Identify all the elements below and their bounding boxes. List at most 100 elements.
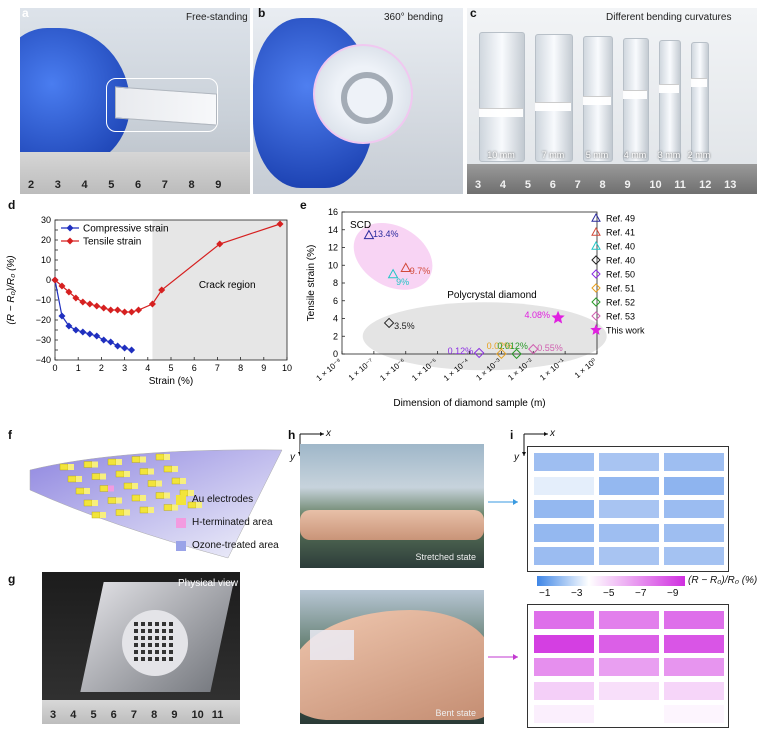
electrode-dot (141, 650, 145, 654)
ruler-tick-label: 3 (50, 709, 57, 721)
electrode-dot (169, 643, 173, 647)
au-electrode (107, 458, 117, 466)
x-tick-label: 0 (52, 363, 57, 373)
x-tick-label: 10 (282, 363, 292, 373)
au-electrode (100, 473, 106, 480)
y-tick-label: 0 (333, 349, 338, 359)
ruler-a: 2 3 4 5 6 7 8 9 (20, 152, 250, 194)
au-electrode (156, 480, 162, 487)
electrode-dot (162, 657, 166, 661)
electrode-dot (134, 629, 138, 633)
heatmap-cell (534, 453, 594, 471)
panel-c-photo: 10 mm 7 mm 5 mm 4 mm 3 mm 2 mm 3 4 5 6 7 8 9 10 11 12 1… (467, 8, 757, 194)
data-point (86, 300, 94, 308)
x-tick-label: 1 × 10⁻⁶ (378, 357, 407, 383)
electrode-dot (134, 636, 138, 640)
heatmap-cell (664, 500, 724, 518)
data-point (128, 308, 136, 316)
y-tick-label: 20 (41, 235, 51, 245)
electrode-dot (141, 629, 145, 633)
ruler-tick-label: 5 (90, 709, 97, 721)
heatmap-cell (534, 634, 594, 653)
panel-a-caption: Free-standing (186, 12, 248, 23)
x-tick-label: 5 (168, 363, 173, 373)
heatmap-cell (599, 453, 659, 471)
y-tick-label: −40 (36, 355, 51, 365)
au-electrode (140, 495, 146, 501)
bending-circle (313, 44, 413, 144)
au-electrode (188, 490, 194, 496)
au-electrode (164, 454, 170, 460)
h-axis-y: y (290, 452, 295, 463)
data-point (528, 343, 539, 355)
data-point (591, 311, 601, 321)
au-electrode (155, 453, 165, 461)
i-axis-y: y (514, 452, 519, 463)
panel-g-photo: 3 4 5 6 7 8 9 10 11 (42, 572, 240, 724)
point-label: 3.5% (394, 321, 415, 331)
point-label: 4.08% (525, 310, 551, 320)
au-electrode (68, 464, 74, 470)
panel-h-label: h (288, 428, 296, 442)
electrode-dot (155, 629, 159, 633)
heatmap-cell (599, 611, 659, 629)
chart-e: 0 2 4 6 8 10 12 14 16 1 × 10⁻⁸ 1 × 10⁻⁷ 1 × 10⁻⁶ 1 ×… (306, 207, 645, 409)
ruler-c: 3 4 5 6 7 8 9 10 11 12 13 (467, 164, 757, 194)
ruler-tick-label: 6 (135, 179, 142, 191)
y-tick-label: −20 (36, 315, 51, 325)
tube-label: 4 mm (623, 150, 647, 160)
au-electrode (147, 480, 157, 487)
heatmap-cell (664, 453, 724, 471)
point-label: 13.4% (373, 229, 399, 239)
legend-label: Ref. 53 (606, 312, 635, 322)
ruler-tick-label: 11 (211, 709, 224, 721)
data-point (383, 317, 395, 329)
data-point (158, 286, 166, 294)
au-electrode (107, 497, 117, 504)
colorbar-tick-label: −3 (571, 588, 583, 599)
legend-label: Ref. 51 (606, 284, 635, 294)
data-point (496, 348, 507, 360)
glass-tube (623, 38, 649, 162)
ruler-tick-label: 4 (81, 179, 88, 191)
data-point (107, 306, 115, 314)
scd-label: SCD (350, 220, 371, 231)
scd-region (353, 222, 433, 290)
x-axis-label: Strain (%) (149, 376, 193, 387)
ruler-tick-label: 7 (130, 709, 137, 721)
panel-a-photo: 2 3 4 5 6 7 8 9 (20, 8, 250, 194)
ruler-tick-label: 5 (108, 179, 115, 191)
data-point (591, 283, 601, 293)
x-tick-label: 7 (215, 363, 220, 373)
y-tick-label: 12 (328, 243, 338, 253)
legend-marker (66, 224, 74, 232)
au-electrode (75, 487, 85, 495)
data-point (128, 346, 136, 354)
au-electrode (172, 504, 178, 511)
heatmap-cell (599, 523, 659, 542)
electrode-dot (148, 643, 152, 647)
legend-label: Ref. 49 (606, 214, 635, 224)
highlight-frame (106, 78, 218, 132)
panel-f-label: f (8, 428, 12, 442)
data-point (100, 304, 108, 312)
data-point (591, 255, 601, 265)
colorbar (537, 576, 685, 586)
i-axis-x: x (550, 428, 555, 439)
heatmap-cell (534, 500, 594, 518)
au-electrode (196, 502, 202, 508)
data-point (363, 229, 375, 240)
film-wrap (583, 96, 611, 105)
data-point (93, 332, 101, 340)
data-point (591, 297, 601, 307)
data-point (86, 330, 94, 338)
panel-c-label: c (470, 6, 477, 20)
au-electrode (148, 468, 154, 475)
au-electrode (139, 468, 149, 475)
au-electrode (132, 483, 138, 489)
data-point (135, 306, 143, 314)
legend-label: Au electrodes (192, 494, 254, 505)
ruler-tick-label: 6 (549, 179, 556, 191)
electrode-dot (155, 657, 159, 661)
heatmap-cell (599, 658, 659, 676)
